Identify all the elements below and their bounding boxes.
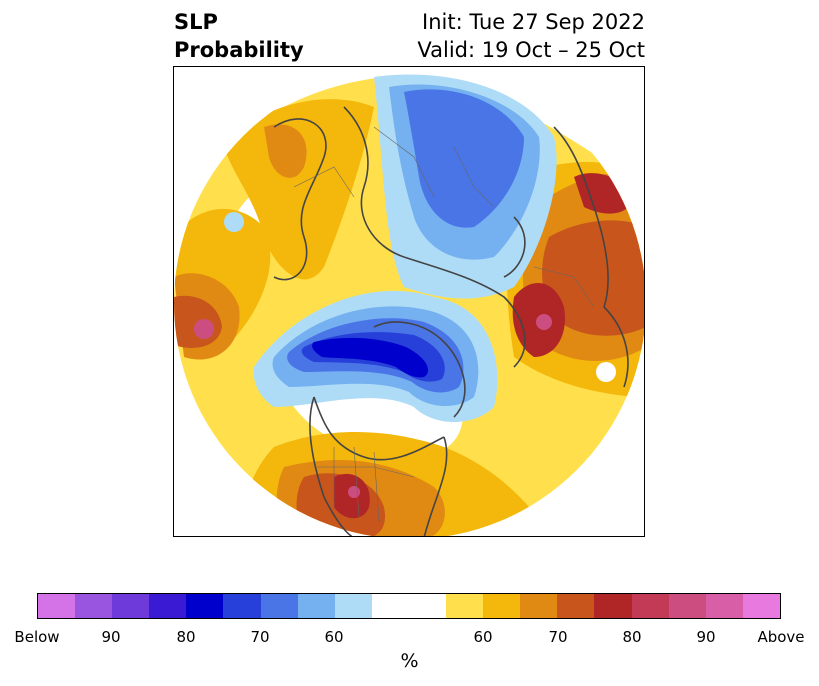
- colorbar-segment: [668, 594, 706, 618]
- colorbar-tick-label: 90: [696, 628, 716, 646]
- colorbar-segment: [223, 594, 261, 618]
- coastlines: [273, 106, 629, 536]
- map-canvas: [174, 67, 644, 536]
- colorbar-segment: [557, 594, 595, 618]
- colorbar-tick-label: 60: [324, 628, 344, 646]
- map-title: SLP Probability: [174, 8, 304, 64]
- colorbar-tick-labels: Below 90 80 70 60 60 70 80 90 Above: [0, 628, 819, 648]
- colorbar-tick-label: 80: [622, 628, 642, 646]
- colorbar-tick-label: Below: [14, 628, 60, 646]
- colorbar-segment: [112, 594, 150, 618]
- colorbar-segment: [334, 594, 372, 618]
- title-line-variable: SLP: [174, 10, 218, 34]
- colorbar-segment: [631, 594, 669, 618]
- colorbar: [37, 593, 781, 619]
- colorbar-segment: [297, 594, 335, 618]
- probability-field: [174, 67, 644, 536]
- colorbar-segment: [446, 594, 484, 618]
- probability-map: [173, 66, 645, 537]
- colorbar-tick-label: 90: [101, 628, 121, 646]
- colorbar-segment: [186, 594, 224, 618]
- colorbar-segment: [594, 594, 632, 618]
- colorbar-segment: [260, 594, 298, 618]
- colorbar-tick-label: 70: [548, 628, 568, 646]
- colorbar-tick-label: 80: [176, 628, 196, 646]
- init-date: Init: Tue 27 Sep 2022: [422, 10, 645, 34]
- colorbar-tick-label: 70: [250, 628, 270, 646]
- colorbar-segment: [38, 594, 76, 618]
- borders: [293, 126, 595, 523]
- colorbar-segment: [371, 594, 447, 618]
- colorbar-segment: [520, 594, 558, 618]
- colorbar-segment: [149, 594, 187, 618]
- colorbar-tick-label: 60: [473, 628, 493, 646]
- colorbar-tick-label: Above: [757, 628, 805, 646]
- valid-dates: Valid: 19 Oct – 25 Oct: [417, 38, 645, 62]
- colorbar-segment: [75, 594, 113, 618]
- colorbar-segment: [483, 594, 521, 618]
- title-line-product: Probability: [174, 38, 304, 62]
- colorbar-unit-label: %: [400, 650, 419, 672]
- colorbar-segment: [705, 594, 743, 618]
- date-info: Init: Tue 27 Sep 2022 Valid: 19 Oct – 25…: [417, 8, 645, 64]
- colorbar-segment: [742, 594, 780, 618]
